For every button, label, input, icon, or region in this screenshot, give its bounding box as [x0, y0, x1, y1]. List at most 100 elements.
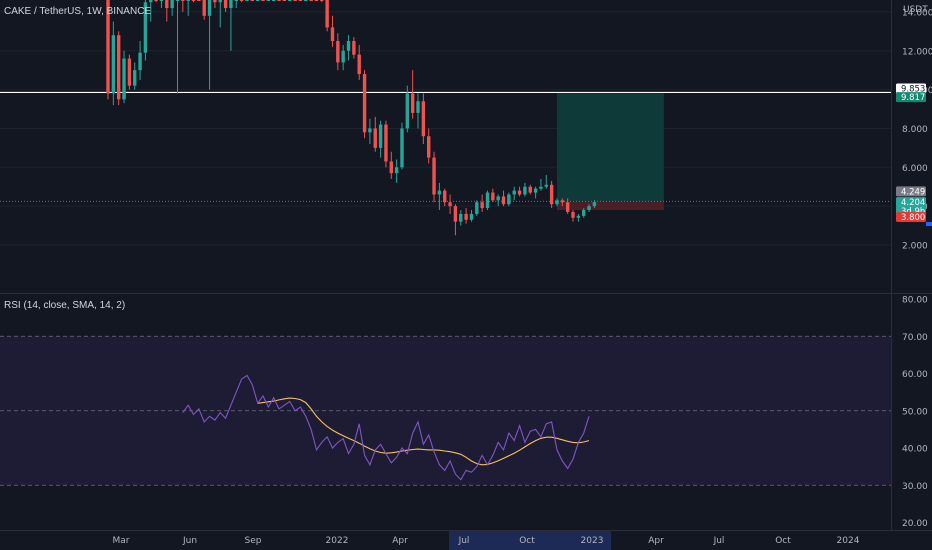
currency-label: USDT: [903, 5, 928, 15]
candle-body: [255, 0, 260, 1]
candle-body: [191, 0, 196, 1]
candle-body: [485, 192, 490, 209]
candle-body: [266, 0, 271, 1]
candle-body: [116, 35, 121, 100]
candle-body: [517, 190, 522, 195]
stop-price-tag: 3.800: [901, 213, 925, 223]
candle-body: [565, 202, 570, 212]
symbol-title[interactable]: CAKE / TetherUS, 1W, BINANCE: [4, 6, 151, 17]
candle-body: [410, 93, 415, 113]
candle-body: [239, 0, 244, 1]
candle-body: [432, 157, 436, 195]
price-tick-label: 6.000: [902, 164, 928, 174]
time-tick-label: Apr: [392, 536, 408, 546]
time-tick-label: 2023: [581, 536, 604, 546]
candle-body: [523, 186, 527, 195]
horizontal-line-price-tag-bg: [896, 83, 926, 94]
candle-body: [250, 0, 255, 1]
candle-body: [464, 213, 468, 220]
candle-body: [533, 188, 538, 193]
candle-body: [400, 128, 404, 168]
candle-body: [314, 0, 319, 1]
candle-body: [154, 0, 158, 1]
target-zone[interactable]: [556, 93, 664, 202]
last-price-tag-bg: [896, 197, 926, 208]
candle-body: [453, 206, 458, 222]
candle-body: [293, 0, 297, 1]
time-tick-label: Sep: [245, 536, 262, 546]
candle-body: [368, 128, 372, 133]
rsi-tick-label: 70.00: [902, 333, 928, 343]
candle-body: [405, 93, 410, 129]
candle-body: [138, 52, 142, 71]
candle-body: [437, 190, 442, 195]
candle-body: [582, 210, 586, 216]
candle-body: [229, 0, 233, 9]
scale-marker: [926, 222, 932, 227]
horizontal-line-price-tag: 9.853: [901, 84, 925, 94]
candle-body: [587, 206, 591, 211]
time-tick-label: 2022: [326, 536, 349, 546]
candle-body: [106, 0, 110, 94]
price-tick-label: 2.000: [902, 242, 928, 252]
candle-body: [277, 0, 281, 1]
long-position-tool[interactable]: [0, 93, 891, 211]
last-price-tag: 4.204: [901, 198, 925, 208]
candle-body: [549, 184, 554, 205]
candle-body: [576, 215, 581, 218]
candle-body: [427, 136, 431, 158]
candle-body: [197, 0, 201, 1]
candle-body: [234, 0, 238, 1]
candle-body: [304, 0, 308, 1]
candle-body: [288, 0, 292, 1]
rsi-axis[interactable]: 80.00 70.00 60.00 50.00 40.00 30.00 20.00: [902, 296, 928, 530]
candle-body: [133, 70, 137, 86]
candle-body: [384, 124, 388, 162]
candle-body: [539, 186, 543, 189]
candle-body: [111, 35, 116, 94]
rsi-tick-label: 40.00: [902, 445, 928, 455]
candle-body: [389, 161, 393, 174]
time-tick-label: Oct: [775, 536, 791, 546]
candle-body: [475, 202, 479, 214]
candle-body: [298, 0, 303, 1]
candle-body: [459, 213, 463, 222]
candle-body: [186, 0, 190, 1]
candle-body: [175, 0, 180, 1]
price-tick-label: 14.000: [902, 8, 932, 18]
rsi-indicator-label[interactable]: RSI (14, close, SMA, 14, 2): [4, 300, 125, 311]
candle-body: [223, 0, 228, 9]
candle-body: [159, 0, 164, 1]
candle-body: [512, 190, 516, 195]
time-axis[interactable]: Mar Jun Sep 2022 Apr Jul Oct 2023 Apr Jul Oct 2024: [113, 536, 860, 546]
candle-body: [218, 0, 222, 3]
candle-body: [325, 0, 329, 28]
candle-body: [170, 0, 174, 9]
candle-body: [421, 101, 426, 137]
candle-body: [341, 50, 345, 63]
candle-body: [555, 200, 559, 205]
time-axis-highlight: [449, 531, 611, 550]
candle-body: [373, 128, 377, 148]
candle-body: [443, 190, 447, 203]
candle-body: [571, 211, 575, 218]
candle-body: [336, 41, 340, 63]
candle-body: [330, 27, 335, 42]
candle-body: [560, 200, 565, 203]
candle-body: [149, 0, 153, 3]
stop-price-tag-bg: [896, 212, 926, 223]
candle-body: [282, 0, 287, 1]
candle-body: [346, 41, 351, 51]
candle-body: [544, 184, 548, 187]
time-tick-label: Jun: [182, 536, 197, 546]
candle-body: [507, 194, 511, 205]
rsi-tick-label: 20.00: [902, 519, 928, 529]
stop-zone[interactable]: [556, 201, 664, 211]
candle-body: [416, 101, 420, 113]
entry-price-tag: 4.249: [901, 187, 925, 197]
time-tick-label: Mar: [113, 536, 130, 546]
candle-body: [271, 0, 276, 1]
candle-body: [491, 192, 495, 201]
